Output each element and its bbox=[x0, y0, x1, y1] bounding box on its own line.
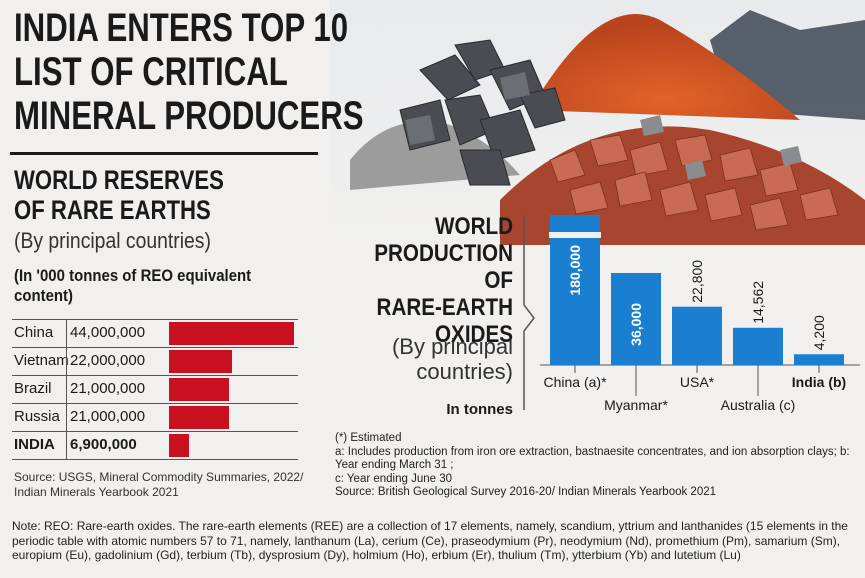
reserves-row: Brazil 21,000,000 bbox=[12, 376, 298, 404]
reserves-separator bbox=[66, 376, 67, 403]
reserves-value: 21,000,000 bbox=[70, 380, 146, 397]
reserves-bar bbox=[169, 406, 229, 429]
reserves-row: Russia 21,000,000 bbox=[12, 404, 298, 432]
production-bar bbox=[611, 273, 661, 365]
reserves-value: 6,900,000 bbox=[70, 436, 137, 453]
reserves-bar bbox=[169, 378, 229, 401]
headline-line: LIST OF CRITICAL bbox=[14, 50, 288, 94]
reserves-title-line: WORLD RESERVES bbox=[14, 165, 224, 195]
reserves-bar bbox=[169, 350, 232, 373]
reserves-value: 22,000,000 bbox=[70, 352, 146, 369]
production-bar bbox=[733, 327, 783, 365]
production-value-label: 4,200 bbox=[811, 315, 827, 350]
note-line: a: Includes production from iron ore ext… bbox=[335, 445, 850, 472]
production-bar-chart: 180,000 China (a)* 36,000 Myanmar* 22,800 USA… bbox=[540, 215, 860, 413]
headline: INDIA ENTERS TOP 10 LIST OF CRITICAL MIN… bbox=[14, 6, 451, 138]
production-category-label: Myanmar* bbox=[604, 397, 668, 413]
reserves-bar bbox=[169, 322, 294, 345]
reserves-separator bbox=[66, 348, 67, 375]
note-line: Source: British Geological Survey 2016-2… bbox=[335, 486, 717, 498]
chart-bracket bbox=[523, 215, 535, 410]
production-subtitle-line: countries) bbox=[416, 359, 513, 384]
reserves-country: Vietnam bbox=[14, 352, 69, 369]
production-title-line: WORLD bbox=[435, 213, 513, 240]
production-bar bbox=[794, 354, 844, 365]
production-category-label: China (a)* bbox=[543, 374, 607, 390]
production-category-label: USA* bbox=[680, 374, 715, 390]
reserves-row: INDIA 6,900,000 bbox=[12, 432, 298, 460]
production-value-label: 180,000 bbox=[567, 245, 583, 296]
reserves-value: 21,000,000 bbox=[70, 408, 146, 425]
production-subtitle: (By principal countries) bbox=[323, 334, 513, 384]
production-title: WORLD PRODUCTION OF RARE-EARTH OXIDES bbox=[350, 213, 513, 348]
headline-rule bbox=[10, 152, 318, 155]
reserves-separator bbox=[66, 404, 67, 431]
production-category-label: India (b) bbox=[792, 374, 846, 390]
reserves-title-line: OF RARE EARTHS bbox=[14, 195, 211, 225]
reserves-country: China bbox=[14, 324, 54, 341]
reserves-separator bbox=[66, 320, 67, 347]
production-bar bbox=[550, 215, 600, 365]
headline-line: INDIA ENTERS TOP 10 bbox=[14, 6, 349, 50]
bottom-note: Note: REO: Rare-earth oxides. The rare-e… bbox=[12, 519, 848, 562]
production-bar bbox=[672, 306, 722, 365]
reserves-bar bbox=[169, 434, 189, 457]
reserves-subtitle: (By principal countries) bbox=[14, 228, 211, 253]
note-line: (*) Estimated bbox=[335, 432, 402, 444]
production-subtitle-line: (By principal bbox=[391, 334, 513, 359]
reserves-value: 44,000,000 bbox=[70, 324, 146, 341]
production-unit: In tonnes bbox=[446, 401, 513, 418]
reserves-unit: (In '000 tonnes of REO equivalent conten… bbox=[14, 266, 252, 305]
reserves-country: Russia bbox=[14, 408, 60, 425]
reserves-table: China 44,000,000 Vietnam 22,000,000 Brazil 21… bbox=[12, 319, 298, 460]
production-value-label: 36,000 bbox=[628, 303, 644, 346]
production-value-label: 14,562 bbox=[750, 281, 766, 324]
reserves-title: WORLD RESERVES OF RARE EARTHS bbox=[14, 165, 224, 225]
production-title-line: RARE-EARTH bbox=[376, 294, 513, 321]
production-notes: (*) Estimated a: Includes production fro… bbox=[335, 432, 855, 500]
note-line: c: Year ending June 30 bbox=[335, 472, 453, 485]
reserves-source: Source: USGS, Mineral Commodity Summarie… bbox=[14, 470, 304, 499]
reserves-row: China 44,000,000 bbox=[12, 319, 298, 348]
production-value-label: 22,800 bbox=[689, 260, 705, 303]
axis-break-mark bbox=[549, 232, 601, 238]
reserves-country: Brazil bbox=[14, 380, 52, 397]
reserves-country: INDIA bbox=[14, 436, 55, 453]
production-title-line: PRODUCTION OF bbox=[374, 240, 513, 294]
production-category-label: Australia (c) bbox=[721, 397, 796, 413]
headline-line: MINERAL PRODUCERS bbox=[14, 94, 364, 138]
reserves-separator bbox=[66, 432, 67, 459]
reserves-row: Vietnam 22,000,000 bbox=[12, 348, 298, 376]
production-title-line: OXIDES bbox=[434, 321, 513, 348]
